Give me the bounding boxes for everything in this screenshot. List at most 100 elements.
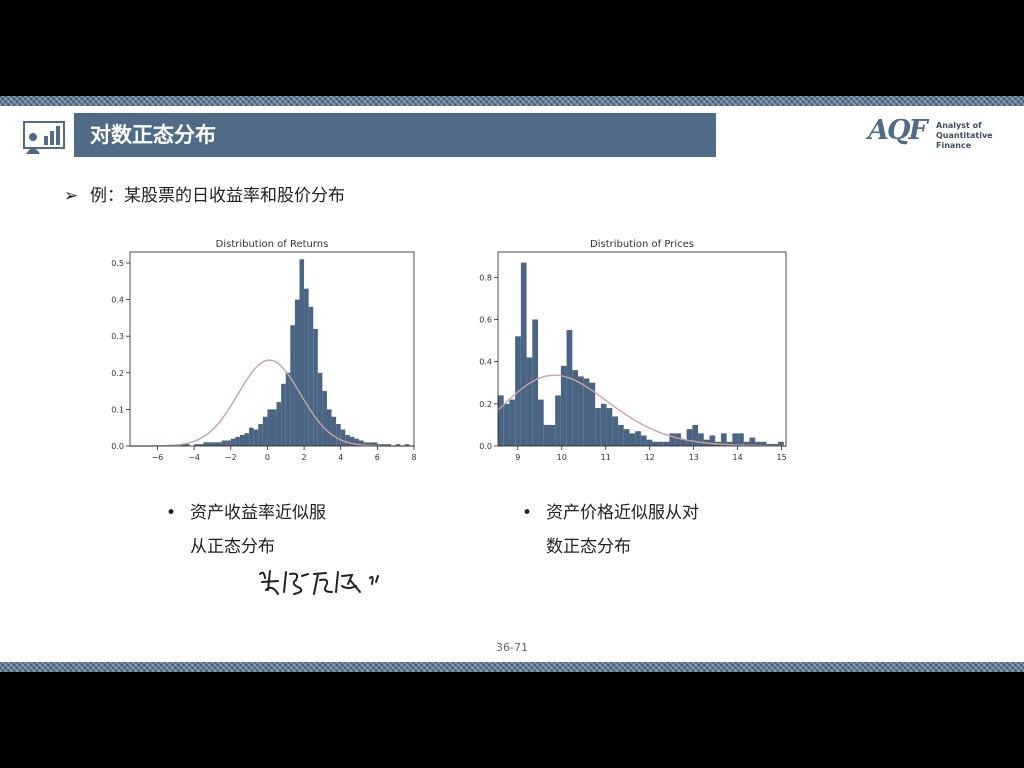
histogram-bar	[304, 288, 309, 446]
histogram-bar	[230, 438, 236, 446]
histogram-bar	[404, 444, 410, 446]
example-bullet: ➢ 例：某股票的日收益率和股价分布	[64, 181, 345, 206]
y-tick-label: 0.2	[111, 369, 124, 378]
x-tick-label: 11	[601, 453, 611, 462]
x-tick-label: 12	[645, 453, 655, 462]
right-note: • 资产价格近似服从对 数正态分布	[522, 496, 699, 564]
logo-line-1: Analyst of	[936, 121, 982, 130]
histogram-bar	[606, 408, 613, 446]
prices-histogram: Distribution of Prices 9 10 11 12 13 14 15 0.0 0.…	[468, 232, 792, 472]
x-tick-label: 14	[733, 453, 743, 462]
logo-line-2: Quantitative Finance	[936, 131, 993, 150]
x-tick-label: −6	[152, 453, 164, 462]
histogram-bar	[663, 441, 670, 446]
histogram-bar	[359, 440, 364, 446]
histogram-bar	[285, 372, 291, 446]
histogram-bar	[203, 442, 208, 446]
histogram-bar	[258, 424, 263, 446]
histogram-bar	[760, 441, 767, 446]
histogram-bar	[538, 399, 544, 446]
histogram-bar	[239, 435, 245, 446]
histogram-bar	[646, 439, 653, 446]
y-tick-label: 0.0	[479, 442, 492, 451]
histogram-bar	[658, 441, 664, 446]
histogram-bar	[675, 433, 681, 446]
histogram-bar	[363, 442, 369, 446]
histogram-bar	[221, 440, 227, 446]
histogram-bar	[354, 438, 360, 446]
histogram-bar	[226, 440, 231, 446]
histogram-bar	[386, 444, 392, 446]
x-tick-label: 10	[557, 453, 567, 462]
y-tick-label: 0.6	[479, 315, 492, 324]
page-title: 对数正态分布	[74, 113, 716, 157]
histogram-bar	[772, 443, 779, 446]
histogram-bar	[709, 435, 716, 446]
histogram-bar	[543, 424, 550, 446]
histogram-bar	[267, 409, 272, 446]
right-note-line-1: 资产价格近似服从对	[546, 503, 699, 523]
histogram-bar	[720, 433, 727, 446]
histogram-bar	[503, 403, 510, 446]
logo-mark: AQF	[868, 115, 928, 146]
chart-svg: Distribution of Returns −6 −4 −2 0 2 4 6 8 0.0 0.1…	[111, 239, 416, 462]
histogram-bar	[726, 441, 733, 446]
histogram-bar	[299, 259, 305, 446]
histogram-bar	[244, 433, 250, 446]
handwritten-annotation	[259, 570, 379, 595]
histogram-bar	[560, 365, 567, 446]
histogram-bar	[600, 403, 607, 446]
histogram-bar	[549, 424, 556, 446]
arrow-bullet-icon: ➢	[64, 186, 79, 206]
histogram-bar	[207, 442, 213, 446]
histogram-bar	[372, 442, 378, 446]
x-tick-label: −2	[225, 453, 237, 462]
histogram-bar	[755, 441, 761, 446]
histogram-bar	[509, 399, 516, 446]
histogram-bar	[766, 443, 773, 446]
x-tick-label: 2	[302, 453, 307, 462]
histogram-bar	[184, 444, 190, 446]
histogram-bar	[692, 424, 699, 446]
histogram-bar	[331, 416, 337, 446]
histogram-bar	[520, 262, 527, 446]
histogram-bar	[732, 433, 739, 446]
fit-curve	[130, 359, 414, 447]
histogram-bar	[686, 429, 693, 446]
histogram-bar	[555, 395, 561, 446]
histogram-bar	[212, 442, 218, 446]
histogram-bar	[340, 429, 346, 446]
histogram-bar	[381, 444, 387, 446]
bottom-decorative-band	[0, 662, 1024, 672]
histogram-bar	[249, 427, 254, 446]
chart-svg: Distribution of Prices 9 10 11 12 13 14 15 0.0 0.…	[479, 239, 786, 462]
page-number: 36-71	[496, 641, 528, 654]
histogram-bar	[217, 442, 222, 446]
histogram-bar	[743, 441, 750, 446]
slide: 对数正态分布 AQF Analyst of Quantitative Finan…	[0, 96, 1024, 672]
x-tick-label: 0	[265, 453, 270, 462]
x-tick-label: 13	[689, 453, 699, 462]
histogram-bar	[313, 328, 318, 446]
histogram-bar	[526, 357, 533, 446]
histogram-bar	[589, 382, 596, 446]
histogram-bar	[198, 444, 204, 446]
histogram-bar	[349, 436, 355, 446]
histogram-bar	[578, 376, 584, 446]
histogram-bar	[498, 395, 504, 446]
histogram-bar	[738, 433, 744, 446]
bullet-dot: •	[166, 503, 177, 523]
plot-frame	[129, 251, 415, 447]
chart-title: Distribution of Returns	[216, 239, 329, 250]
top-decorative-band	[0, 96, 1024, 106]
chart-title: Distribution of Prices	[590, 239, 694, 250]
histogram-bar	[272, 409, 277, 446]
y-tick-label: 0.3	[111, 332, 124, 341]
histogram-bar	[235, 436, 240, 446]
histogram-bar	[276, 402, 282, 446]
right-note-line-2: 数正态分布	[546, 537, 631, 557]
aqf-logo: AQF Analyst of Quantitative Finance	[868, 114, 1024, 150]
histogram-bar	[532, 319, 539, 446]
y-tick-label: 0.4	[111, 296, 124, 305]
histogram-bar	[336, 424, 341, 446]
